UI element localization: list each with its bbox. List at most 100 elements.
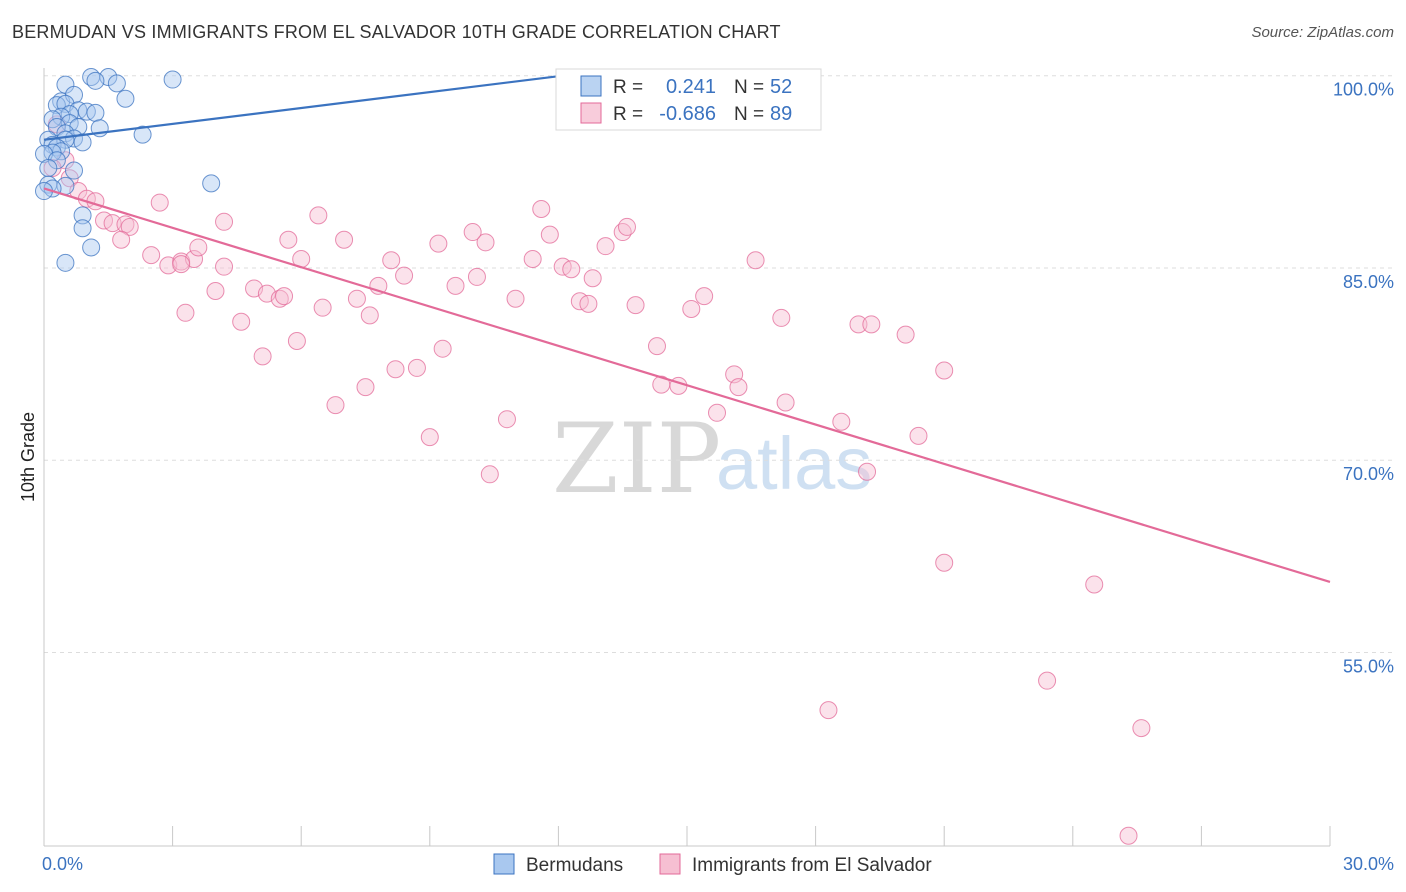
data-point (540, 225, 559, 244)
data-point (617, 217, 636, 236)
data-point (862, 315, 881, 334)
data-point (275, 287, 294, 306)
data-point (112, 230, 131, 249)
data-point (729, 378, 748, 397)
data-point (73, 206, 92, 225)
data-point (896, 325, 915, 344)
data-point (86, 103, 105, 122)
data-point (326, 396, 345, 415)
data-point (819, 701, 838, 720)
data-point (476, 233, 495, 252)
legend-r-label-2: R = (613, 104, 643, 125)
data-point (202, 174, 221, 193)
watermark-zip: ZIP (552, 403, 721, 515)
data-point (382, 251, 401, 270)
data-point (163, 70, 182, 89)
data-point (335, 230, 354, 249)
y-tick-label: 85.0% (1343, 272, 1394, 292)
data-point (708, 403, 727, 422)
bottom-legend-swatch-bermudans (493, 853, 515, 875)
series-bermudans-points (35, 67, 221, 272)
data-point (107, 74, 126, 93)
data-point (420, 428, 439, 447)
data-point (480, 465, 499, 484)
data-point (82, 238, 101, 257)
grid-lines (44, 75, 1394, 653)
data-point (463, 223, 482, 242)
data-point (215, 257, 234, 276)
y-tick-label: 55.0% (1343, 656, 1394, 676)
x-tick-label-right: 30.0% (1343, 854, 1394, 874)
data-point (1132, 719, 1151, 738)
legend-swatch-bermudans (580, 75, 602, 97)
data-point (360, 306, 379, 325)
data-point (446, 276, 465, 295)
bottom-legend-label-bermudans: Bermudans (526, 855, 623, 876)
data-point (309, 206, 328, 225)
data-point (497, 410, 516, 429)
data-point (858, 462, 877, 481)
data-point (356, 378, 375, 397)
data-point (506, 289, 525, 308)
data-point (772, 308, 791, 327)
data-point (73, 133, 92, 152)
data-point (849, 315, 868, 334)
data-point (56, 253, 75, 272)
data-point (150, 193, 169, 212)
data-point (695, 287, 714, 306)
y-tick-label: 70.0% (1343, 464, 1394, 484)
data-point (682, 299, 701, 318)
data-point (579, 294, 598, 313)
data-point (172, 255, 191, 274)
data-point (935, 361, 954, 380)
data-point (647, 337, 666, 356)
x-tick-label-left: 0.0% (42, 854, 83, 874)
correlation-legend: R = 0.241 N = 52 R = -0.686 N = 89 (555, 68, 822, 131)
legend-n-label-1: N = (734, 77, 764, 98)
data-point (189, 238, 208, 257)
legend-r-value-1: 0.241 (666, 76, 716, 98)
data-point (433, 339, 452, 358)
y-axis-title: 10th Grade (18, 412, 38, 502)
data-point (142, 246, 161, 265)
data-point (287, 332, 306, 351)
data-point (596, 237, 615, 256)
data-point (909, 426, 928, 445)
legend-swatch-el-salvador (580, 102, 602, 124)
data-point (1119, 826, 1138, 845)
series-legend: Bermudans Immigrants from El Salvador (493, 853, 932, 876)
data-point (746, 251, 765, 270)
data-point (832, 412, 851, 431)
data-point (279, 230, 298, 249)
data-point (103, 214, 122, 233)
data-point (176, 303, 195, 322)
bottom-legend-swatch-el-salvador (659, 853, 681, 875)
chart-source: Source: ZipAtlas.com (1251, 24, 1394, 41)
data-point (429, 234, 448, 253)
legend-r-label-1: R = (613, 77, 643, 98)
data-point (206, 282, 225, 301)
data-point (65, 161, 84, 180)
data-point (1085, 575, 1104, 594)
y-tick-label: 100.0% (1333, 80, 1394, 100)
data-point (347, 289, 366, 308)
legend-n-label-2: N = (734, 104, 764, 125)
trend-line-bermudans (43, 74, 563, 141)
data-point (39, 158, 58, 177)
data-point (395, 266, 414, 285)
data-point (1038, 671, 1057, 690)
data-point (935, 553, 954, 572)
data-point (116, 89, 135, 108)
data-point (776, 393, 795, 412)
legend-r-value-2: -0.686 (659, 103, 716, 125)
data-point (313, 298, 332, 317)
trend-lines (43, 74, 1331, 584)
legend-n-value-2: 89 (770, 103, 792, 125)
data-point (232, 312, 251, 331)
data-point (73, 219, 92, 238)
data-point (626, 296, 645, 315)
data-point (583, 269, 602, 288)
trend-line-el-salvador (43, 187, 1331, 584)
legend-n-value-1: 52 (770, 76, 792, 98)
